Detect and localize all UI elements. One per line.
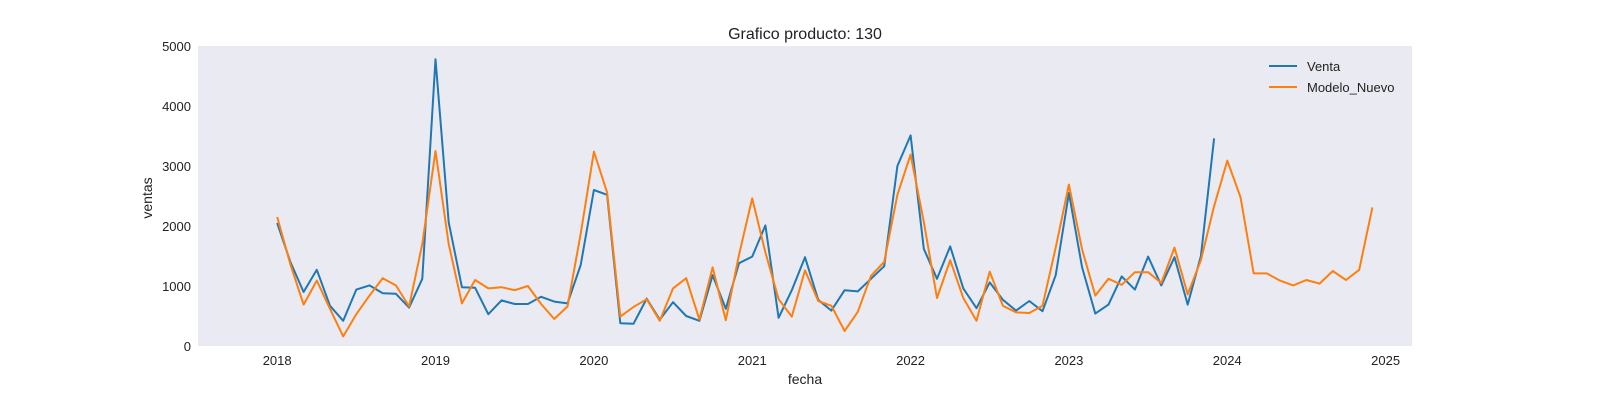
x-tick-label: 2021 (738, 353, 767, 368)
y-axis-title: ventas (139, 177, 155, 218)
series-line-venta (276, 58, 1216, 325)
y-tick-label: 4000 (162, 99, 191, 114)
y-axis-ticks: 0 1000 2000 3000 4000 5000 (162, 39, 191, 354)
x-tick-label: 2024 (1213, 353, 1242, 368)
x-tick-label: 2018 (263, 353, 292, 368)
series-line-modelo-nuevo (276, 150, 1374, 338)
y-tick-label: 3000 (162, 159, 191, 174)
x-tick-label: 2020 (579, 353, 608, 368)
legend-label: Modelo_Nuevo (1307, 80, 1394, 95)
x-tick-label: 2023 (1054, 353, 1083, 368)
y-tick-label: 0 (184, 339, 191, 354)
x-tick-label: 2022 (896, 353, 925, 368)
chart-title: Grafico producto: 130 (728, 26, 882, 43)
plot-area (198, 46, 1412, 346)
x-axis-title: fecha (788, 371, 822, 387)
x-tick-label: 2019 (421, 353, 450, 368)
x-tick-label: 2025 (1371, 353, 1400, 368)
legend: Venta Modelo_Nuevo (1269, 59, 1394, 95)
y-tick-label: 5000 (162, 39, 191, 54)
y-tick-label: 1000 (162, 279, 191, 294)
x-axis-ticks: 2018 2019 2020 2021 2022 2023 2024 2025 (263, 353, 1400, 368)
series-lines (276, 58, 1374, 338)
legend-label: Venta (1307, 59, 1341, 74)
y-tick-label: 2000 (162, 219, 191, 234)
